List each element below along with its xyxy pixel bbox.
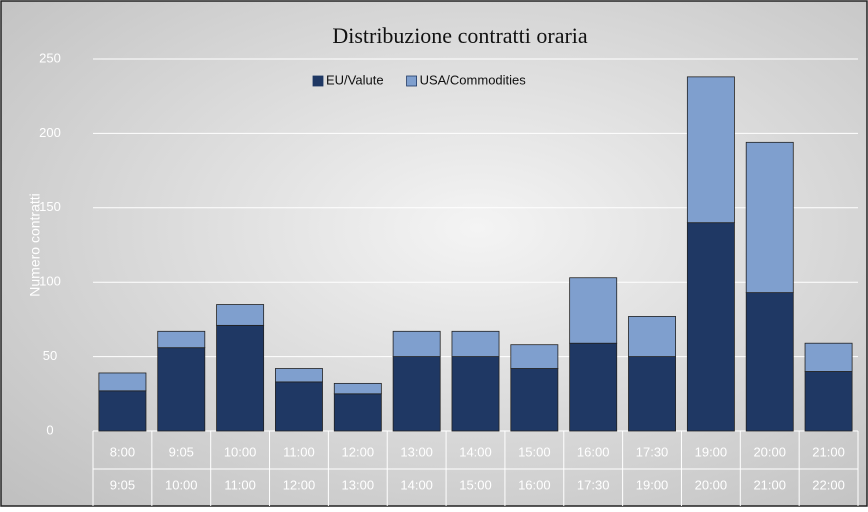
bar-segment bbox=[98, 372, 147, 392]
x-tick-label: 10:00 bbox=[224, 444, 257, 459]
bar-segment bbox=[745, 141, 794, 294]
bar-segment bbox=[98, 390, 147, 432]
bar-segment bbox=[333, 393, 382, 432]
x-tick-label: 11:00 bbox=[283, 444, 315, 459]
bar-segment bbox=[510, 344, 559, 369]
bar-segment bbox=[451, 330, 500, 357]
x-tick-label: 20:00 bbox=[695, 477, 728, 492]
x-tick-label: 8:00 bbox=[110, 444, 135, 459]
bar-segment bbox=[804, 342, 853, 372]
x-tick-label: 14:00 bbox=[400, 477, 433, 492]
x-tick-label: 9:05 bbox=[110, 477, 135, 492]
bar-segment bbox=[628, 356, 676, 432]
bar-segment bbox=[686, 222, 735, 432]
x-tick-label: 21:00 bbox=[753, 477, 786, 492]
bar-segment bbox=[392, 330, 441, 357]
bar-segment bbox=[157, 330, 206, 349]
x-tick-label: 16:00 bbox=[577, 444, 610, 459]
x-tick-label: 13:00 bbox=[400, 444, 433, 459]
bar-segment bbox=[569, 342, 618, 432]
x-tick-label: 16:00 bbox=[518, 477, 551, 492]
bar-segment bbox=[275, 381, 323, 432]
x-tick-label: 14:00 bbox=[459, 444, 492, 459]
x-tick-label: 11:00 bbox=[224, 477, 256, 492]
x-tick-label: 17:30 bbox=[636, 444, 669, 459]
x-tick-label: 15:00 bbox=[518, 444, 551, 459]
bar-segment bbox=[745, 292, 794, 432]
x-tick-label: 10:00 bbox=[165, 477, 198, 492]
x-tick-label: 15:00 bbox=[459, 477, 492, 492]
bar-segment bbox=[510, 368, 559, 432]
legend-swatch bbox=[406, 75, 417, 87]
bar-segment bbox=[216, 304, 265, 326]
y-tick-label: 0 bbox=[46, 422, 53, 437]
x-tick-label: 20:00 bbox=[753, 444, 786, 459]
legend-label: USA/Commodities bbox=[420, 72, 527, 87]
y-tick-label: 50 bbox=[43, 348, 57, 363]
y-axis-label: Numero contratti bbox=[27, 193, 43, 296]
x-tick-label: 19:00 bbox=[695, 444, 728, 459]
bar-segment bbox=[686, 76, 735, 224]
x-tick-label: 12:00 bbox=[283, 477, 316, 492]
x-tick-label: 22:00 bbox=[812, 477, 845, 492]
bar-segment bbox=[275, 368, 323, 383]
bar-segment bbox=[804, 371, 853, 432]
y-tick-label: 200 bbox=[39, 125, 61, 140]
chart-title: Distribuzione contratti oraria bbox=[332, 23, 588, 48]
bar-segment bbox=[392, 356, 441, 432]
bar-segment bbox=[628, 316, 676, 358]
bar-segment bbox=[451, 356, 500, 432]
x-tick-label: 19:00 bbox=[636, 477, 669, 492]
x-tick-label: 21:00 bbox=[812, 444, 845, 459]
x-tick-label: 12:00 bbox=[342, 444, 375, 459]
bar-segment bbox=[569, 277, 618, 344]
x-tick-label: 17:30 bbox=[577, 477, 610, 492]
bar-segment bbox=[333, 382, 382, 395]
x-tick-label: 13:00 bbox=[342, 477, 375, 492]
legend-swatch bbox=[312, 75, 324, 87]
y-tick-label: 250 bbox=[39, 50, 61, 65]
x-tick-label: 9:05 bbox=[169, 444, 194, 459]
y-tick-label: 100 bbox=[39, 274, 61, 289]
y-tick-label: 150 bbox=[39, 199, 61, 214]
bar-segment bbox=[216, 324, 265, 432]
bar-segment bbox=[157, 347, 206, 432]
legend-label: EU/Valute bbox=[326, 72, 384, 87]
